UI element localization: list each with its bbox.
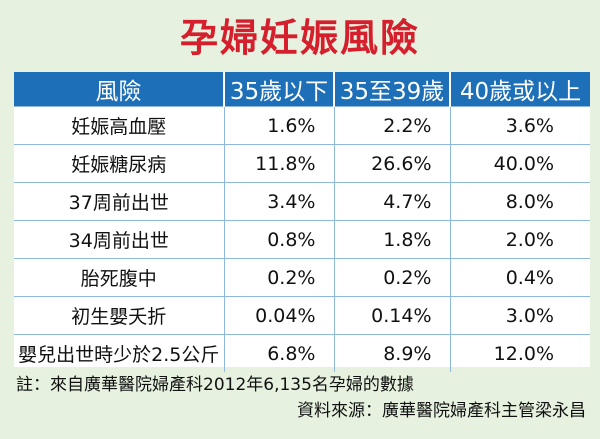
table-row: 初生嬰夭折 0.04% 0.14% 3.0% — [14, 296, 590, 335]
value-cell: 6.8% — [224, 334, 335, 372]
risk-label-cell: 34周前出世 — [14, 220, 225, 259]
value-cell: 40.0% — [450, 144, 590, 183]
value-cell: 8.0% — [450, 182, 590, 221]
value-cell: 8.9% — [334, 334, 451, 372]
value-cell: 26.6% — [334, 144, 451, 183]
value-cell: 0.14% — [334, 296, 451, 335]
source-credit: 資料來源：廣華醫院婦產科主管梁永昌 — [297, 401, 586, 421]
risk-label-cell: 妊娠高血壓 — [14, 106, 225, 145]
risk-table-container: 風險 35歲以下 35至39歲 40歲或以上 妊娠高血壓 1.6% 2.2% 3.6%… — [14, 72, 590, 372]
value-cell: 11.8% — [224, 144, 335, 183]
risk-table: 風險 35歲以下 35至39歲 40歲或以上 妊娠高血壓 1.6% 2.2% 3.6%… — [14, 72, 590, 372]
value-cell: 2.0% — [450, 220, 590, 259]
value-cell: 4.7% — [334, 182, 451, 221]
table-row: 37周前出世 3.4% 4.7% 8.0% — [14, 182, 590, 221]
risk-label-cell: 胎死腹中 — [14, 258, 225, 297]
risk-label-cell: 37周前出世 — [14, 182, 225, 221]
header-cell-40-plus: 40歲或以上 — [450, 72, 590, 107]
value-cell: 12.0% — [450, 334, 590, 372]
value-cell: 1.8% — [334, 220, 451, 259]
value-cell: 0.2% — [224, 258, 335, 297]
header-row: 風險 35歲以下 35至39歲 40歲或以上 — [14, 72, 590, 107]
value-cell: 2.2% — [334, 106, 451, 145]
value-cell: 1.6% — [224, 106, 335, 145]
table-row: 胎死腹中 0.2% 0.2% 0.4% — [14, 258, 590, 297]
table-body: 妊娠高血壓 1.6% 2.2% 3.6% 妊娠糖尿病 11.8% 26.6% 40.0% 37周… — [14, 106, 590, 372]
risk-label-cell: 嬰兒出世時少於2.5公斤 — [14, 334, 225, 372]
header-cell-35-39: 35至39歲 — [334, 72, 451, 107]
chart-title: 孕婦妊娠風險 — [179, 16, 420, 60]
header-cell-under-35: 35歲以下 — [224, 72, 335, 107]
risk-label-cell: 妊娠糖尿病 — [14, 144, 225, 183]
footnote: 註：來自廣華醫院婦產科2012年6,135名孕婦的數據 — [16, 375, 414, 395]
table-row: 妊娠糖尿病 11.8% 26.6% 40.0% — [14, 144, 590, 183]
value-cell: 0.04% — [224, 296, 335, 335]
value-cell: 3.4% — [224, 182, 335, 221]
value-cell: 0.2% — [334, 258, 451, 297]
value-cell: 3.0% — [450, 296, 590, 335]
table-row: 嬰兒出世時少於2.5公斤 6.8% 8.9% 12.0% — [14, 334, 590, 372]
value-cell: 0.8% — [224, 220, 335, 259]
value-cell: 3.6% — [450, 106, 590, 145]
risk-label-cell: 初生嬰夭折 — [14, 296, 225, 335]
value-cell: 0.4% — [450, 258, 590, 297]
table-row: 34周前出世 0.8% 1.8% 2.0% — [14, 220, 590, 259]
table-row: 妊娠高血壓 1.6% 2.2% 3.6% — [14, 106, 590, 145]
header-cell-risk: 風險 — [14, 72, 225, 107]
